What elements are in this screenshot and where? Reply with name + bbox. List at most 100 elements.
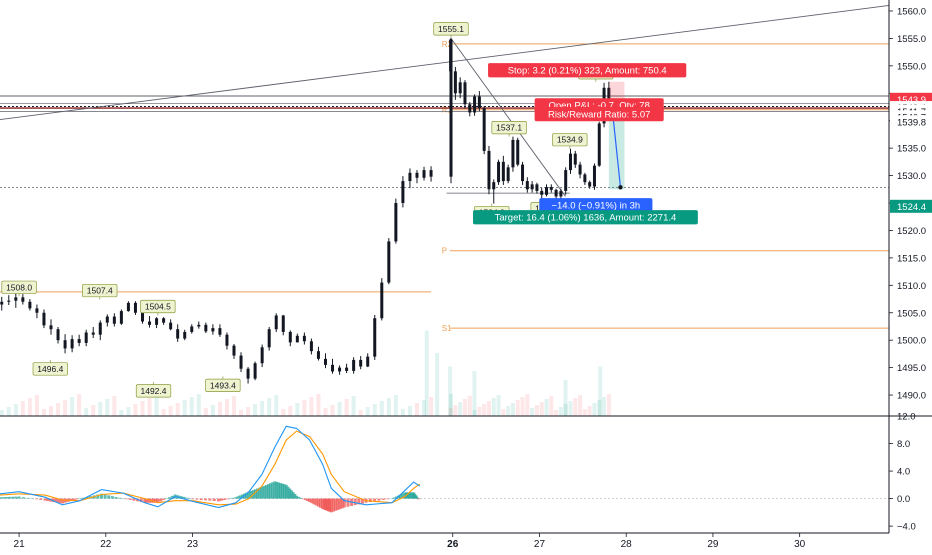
macd-histogram-bar (340, 498, 344, 509)
macd-histogram-bar (55, 498, 59, 503)
trend-line-rising (0, 5, 890, 121)
volume-bar (515, 400, 520, 416)
stop-label-box (488, 63, 687, 78)
volume-bar (351, 396, 356, 416)
volume-bars (0, 330, 611, 416)
volume-bar (189, 397, 194, 416)
macd-histogram-bar (301, 498, 305, 500)
volume-spike (472, 371, 477, 416)
price-badge-box (890, 115, 932, 129)
price-tick-label: 1550.0 (897, 61, 926, 72)
candle-body (316, 351, 320, 359)
annotation-label: 1534.9 (552, 133, 588, 147)
candle (119, 309, 123, 325)
candle (84, 329, 88, 347)
rr-label-text: Risk/Reward Ratio: 5.07 (548, 109, 650, 120)
candle (549, 184, 553, 193)
rr-label-box (534, 107, 664, 122)
candle (482, 106, 486, 155)
annotation-label: 1504.5 (140, 299, 176, 314)
macd-histogram-bar (125, 498, 129, 500)
candle (260, 344, 264, 368)
macd-histogram-bar (26, 497, 30, 499)
macd-histogram-bar (195, 498, 199, 500)
candle-body (449, 39, 453, 177)
volume-bar (13, 404, 18, 416)
candle-body (506, 167, 510, 182)
time-tick-label: 26 (447, 539, 459, 550)
volume-bar (196, 394, 201, 416)
candle-body (568, 153, 572, 171)
volume-bar (453, 405, 458, 416)
candle-body (267, 329, 271, 348)
candle-body (239, 355, 243, 369)
candle-body (323, 358, 327, 365)
candle-body (84, 332, 88, 343)
volume-bar (98, 402, 103, 416)
candle-body (7, 300, 11, 302)
candle (176, 324, 180, 342)
macd-histogram-bar (245, 492, 249, 499)
volume-spike (424, 330, 429, 416)
candle (422, 166, 426, 181)
candle (511, 136, 515, 172)
candle-body (35, 308, 39, 313)
candle (380, 278, 384, 321)
candle-body (408, 172, 412, 182)
volume-bar (239, 410, 244, 416)
candle (497, 159, 501, 185)
candle (309, 338, 313, 355)
candle (14, 292, 18, 308)
macd-histogram-bar (217, 498, 221, 502)
macd-histogram-bar (269, 483, 273, 499)
volume-bar (182, 400, 187, 416)
macd-histogram-bar (103, 494, 107, 499)
volume-bar (587, 406, 592, 416)
candle (468, 102, 472, 117)
macd-tick-label: 12.0 (897, 412, 916, 423)
candle (112, 313, 116, 327)
price-annotations: 1508.0 1507.4 1496.4 1504.5 1492.4 1493.4 1555… (1, 22, 614, 398)
candle (7, 295, 11, 306)
candle-body (429, 170, 433, 177)
macd-histogram-bar (46, 498, 50, 502)
candle-body (607, 87, 611, 100)
candle-body (487, 150, 491, 190)
macd-histogram-bar (381, 498, 385, 500)
trade-position[interactable]: Stop: 3.2 (0.21%) 323, Amount: 750.4 Open… (473, 63, 698, 225)
macd-histogram-bar (212, 498, 216, 501)
price-tick-label: 1495.0 (897, 363, 926, 374)
pivot-label: R1 (442, 106, 453, 115)
volume-bar (217, 402, 222, 416)
volume-bar (372, 404, 377, 416)
volume-bar (330, 405, 335, 416)
volume-bar (119, 410, 124, 416)
candle-body (148, 321, 152, 325)
candle-body (183, 331, 187, 339)
volume-bar (34, 395, 39, 416)
macd-histogram-bar (69, 498, 73, 501)
macd-line (0, 425, 421, 509)
macd-histogram-bar (58, 498, 62, 503)
candle (246, 367, 250, 384)
macd-histogram-bar (264, 485, 268, 499)
target-label-text: Target: 16.4 (1.06%) 1636, Amount: 2271.… (495, 213, 677, 224)
macd-histogram-bar (289, 490, 293, 499)
macd-tick-label: 0.0 (897, 494, 910, 505)
candle-body (458, 82, 462, 94)
annotation-label-box (433, 22, 469, 36)
candle-body (309, 341, 313, 352)
macd-histogram-bar (253, 489, 257, 499)
volume-bar (530, 408, 535, 416)
annotation-label-box (82, 283, 118, 298)
macd-histogram-bar (145, 498, 149, 503)
candle-body (126, 302, 130, 312)
macd-histogram-bar (247, 491, 251, 499)
candle (492, 179, 496, 204)
volume-bar (462, 399, 467, 416)
price-badge: 1524.4 (890, 199, 932, 213)
volume-bar (578, 395, 583, 416)
macd-histogram-bar (329, 498, 333, 513)
